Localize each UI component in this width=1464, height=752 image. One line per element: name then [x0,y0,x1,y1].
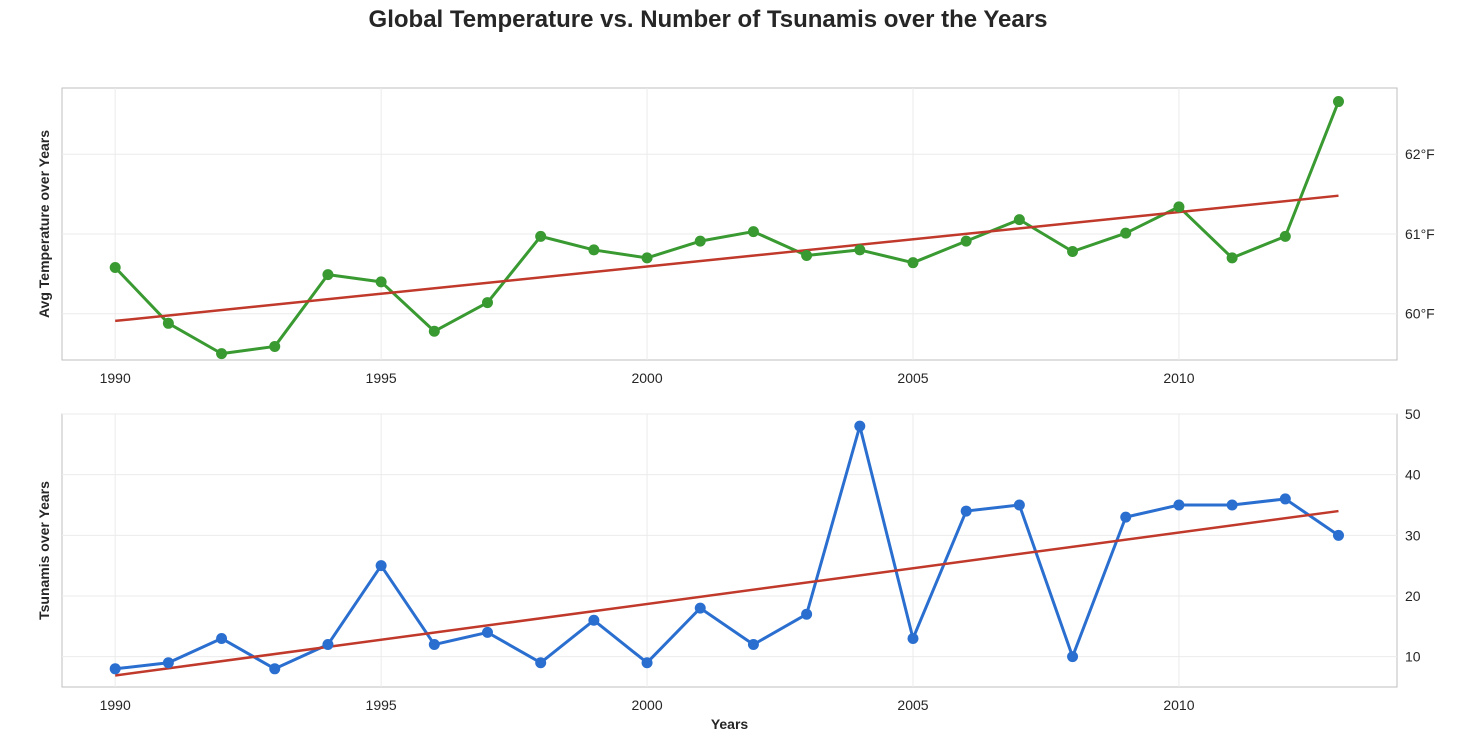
tsunami-y-tick-label: 20 [1405,588,1421,604]
temperature-data-point [588,244,600,256]
temperature-y-tick-label: 60°F [1405,306,1435,322]
tsunami-data-point [1279,493,1291,505]
temperature-data-point [428,325,440,337]
tsunami-x-axis-label: Years [711,716,749,732]
tsunami-data-point [481,626,493,638]
tsunami-data-point [1067,651,1079,663]
temperature-plot-area [61,87,1398,361]
temperature-data-point [1332,96,1344,108]
tsunami-data-point [1332,529,1344,541]
temperature-data-point [1013,214,1025,226]
tsunami-data-point [109,663,121,675]
temperature-data-point [1173,201,1185,213]
tsunami-x-tick-label: 2000 [631,697,662,713]
temperature-data-point [1226,252,1238,264]
tsunami-y-axis-label: Tsunamis over Years [36,481,52,620]
temperature-data-point [801,250,813,262]
tsunami-data-point [535,657,547,669]
temperature-series-line [114,101,1340,356]
tsunami-trend-line [115,509,1339,677]
tsunami-data-point [694,602,706,614]
temperature-x-tick-label: 2005 [897,370,928,386]
temperature-trend-line [115,194,1339,323]
temperature-data-point [481,297,493,309]
temperature-data-point [109,261,121,273]
tsunami-y-tick-label: 50 [1405,406,1421,422]
temperature-data-point [641,252,653,264]
temperature-data-point [322,269,334,281]
temperature-data-point [1067,246,1079,258]
tsunami-data-point [907,632,919,644]
tsunami-data-point [801,608,813,620]
tsunami-data-point [428,639,440,651]
tsunami-y-tick-label: 40 [1405,467,1421,483]
temperature-data-point [269,340,281,352]
temperature-data-point [854,244,866,256]
tsunami-data-point [641,657,653,669]
tsunami-data-point [747,639,759,651]
tsunami-data-point [854,420,866,432]
temperature-x-tick-label: 2010 [1163,370,1194,386]
tsunami-data-point [588,614,600,626]
temperature-y-axis-label: Avg Temperature over Years [36,130,52,318]
temperature-data-point [1120,227,1132,239]
temperature-data-point [907,257,919,269]
temperature-panel: 1990 1995 2000 2005 2010 60°F 61°F 62°F Avg Temp… [36,87,1435,386]
temperature-data-point [375,276,387,288]
temperature-x-tick-label: 1995 [366,370,397,386]
tsunami-data-point [216,632,228,644]
temperature-data-point [694,235,706,247]
tsunami-x-tick-label: 2010 [1163,697,1194,713]
tsunami-plot-area [61,413,1398,688]
tsunami-data-point [1013,499,1025,511]
temperature-y-tick-label: 61°F [1405,226,1435,242]
tsunami-data-point [322,639,334,651]
tsunami-x-tick-label: 1990 [100,697,131,713]
temperature-data-point [216,348,228,360]
temperature-data-point [747,226,759,238]
temperature-data-point [960,235,972,247]
tsunami-data-point [1120,511,1132,523]
tsunami-data-point [162,657,174,669]
temperature-data-point [535,230,547,242]
tsunami-data-point [375,560,387,572]
tsunami-data-point [960,505,972,517]
temperature-x-tick-label: 2000 [631,370,662,386]
tsunami-data-point [1173,499,1185,511]
tsunami-data-point [269,663,281,675]
temperature-data-point [162,317,174,329]
chart-title: Global Temperature vs. Number of Tsunami… [369,6,1048,33]
tsunami-x-tick-label: 1995 [366,697,397,713]
temperature-y-tick-label: 62°F [1405,146,1435,162]
temperature-x-tick-label: 1990 [100,370,131,386]
tsunami-data-point [1226,499,1238,511]
tsunami-x-tick-label: 2005 [897,697,928,713]
tsunami-y-tick-label: 30 [1405,527,1421,543]
tsunami-y-tick-label: 10 [1405,649,1421,665]
temperature-data-point [1279,230,1291,242]
